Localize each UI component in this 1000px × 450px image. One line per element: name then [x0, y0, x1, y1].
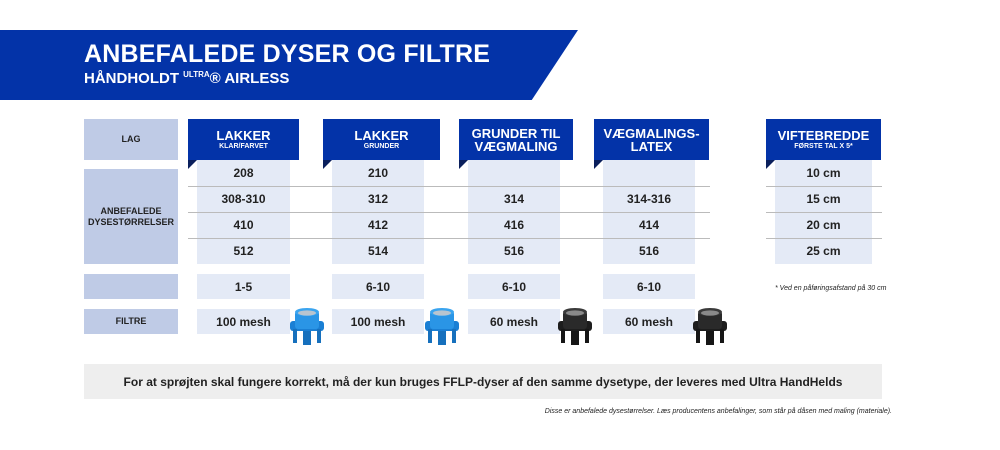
- row-divider: [188, 186, 710, 187]
- filter-cell: 60 mesh: [603, 309, 695, 334]
- size-cell: [468, 160, 560, 186]
- row-label-lag: LAG: [84, 119, 178, 160]
- size-cell: 210: [367, 166, 389, 180]
- size-cell: 516: [638, 244, 660, 258]
- range-cell: 6-10: [468, 274, 560, 299]
- size-cell: 314-316: [626, 192, 672, 206]
- size-cell: 410: [233, 218, 254, 232]
- size-cell: 512: [233, 244, 254, 258]
- disclaimer: Disse er anbefalede dysestørrelser. Læs …: [544, 408, 892, 415]
- fan-width-cell: 15 cm: [806, 192, 841, 206]
- blue-filter-icon: [425, 308, 459, 345]
- fan-width-cell: 20 cm: [806, 218, 841, 232]
- row-divider: [188, 212, 710, 213]
- fan-width-footnote: * Ved en påføringsafstand på 30 cm: [775, 285, 887, 292]
- ribbon-fold: [766, 160, 775, 169]
- range-cell: 1-5: [197, 274, 290, 299]
- size-cell: 412: [367, 218, 389, 232]
- row-label-filters: FILTRE: [84, 309, 178, 334]
- column-header-viftebredde: VIFTEBREDDE FØRSTE TAL X 5*: [766, 119, 881, 169]
- column-header-lakker-klar: LAKKER KLAR/FARVET: [188, 119, 299, 169]
- filter-cell: 100 mesh: [332, 309, 424, 334]
- usage-notice: For at sprøjten skal fungere korrekt, må…: [84, 364, 882, 399]
- column-header-lakker-grunder: LAKKER GRUNDER: [323, 119, 440, 169]
- page-title: ANBEFALEDE DYSER OG FILTRE: [84, 40, 491, 68]
- row-divider: [766, 238, 882, 239]
- ribbon-fold: [188, 160, 197, 169]
- size-cell: 516: [503, 244, 525, 258]
- size-cell: 414: [638, 218, 660, 232]
- row-label-blank: [84, 274, 178, 299]
- black-filter-icon: [558, 308, 592, 345]
- page-subtitle: HÅNDHOLDT ULTRA® AIRLESS: [84, 70, 290, 87]
- size-cell: [603, 160, 695, 186]
- ribbon-fold: [459, 160, 468, 169]
- ribbon-fold: [323, 160, 332, 169]
- column-header-grunder-vaegmaling: GRUNDER TIL VÆGMALING: [459, 119, 573, 169]
- row-label-sizes: ANBEFALEDE DYSESTØRRELSER: [84, 169, 178, 264]
- row-divider: [188, 238, 710, 239]
- black-filter-icon: [693, 308, 727, 345]
- filter-cell: 100 mesh: [197, 309, 290, 334]
- range-cell: 6-10: [332, 274, 424, 299]
- ribbon-fold: [594, 160, 603, 169]
- column-header-vaegmalings-latex: VÆGMALINGS- LATEX: [594, 119, 709, 169]
- blue-filter-icon: [290, 308, 324, 345]
- size-cell: 514: [367, 244, 389, 258]
- size-cell: 308-310: [221, 192, 266, 206]
- size-cell: 416: [503, 218, 525, 232]
- range-cell: 6-10: [603, 274, 695, 299]
- size-cell: 312: [367, 192, 389, 206]
- filter-cell: 60 mesh: [468, 309, 560, 334]
- size-cell: 208: [233, 166, 254, 180]
- title-banner: ANBEFALEDE DYSER OG FILTRE HÅNDHOLDT ULT…: [0, 30, 578, 100]
- row-divider: [766, 186, 882, 187]
- row-divider: [766, 212, 882, 213]
- fan-width-cell: 25 cm: [806, 244, 841, 258]
- size-cell: 314: [503, 192, 525, 206]
- fan-width-cell: 10 cm: [806, 166, 841, 180]
